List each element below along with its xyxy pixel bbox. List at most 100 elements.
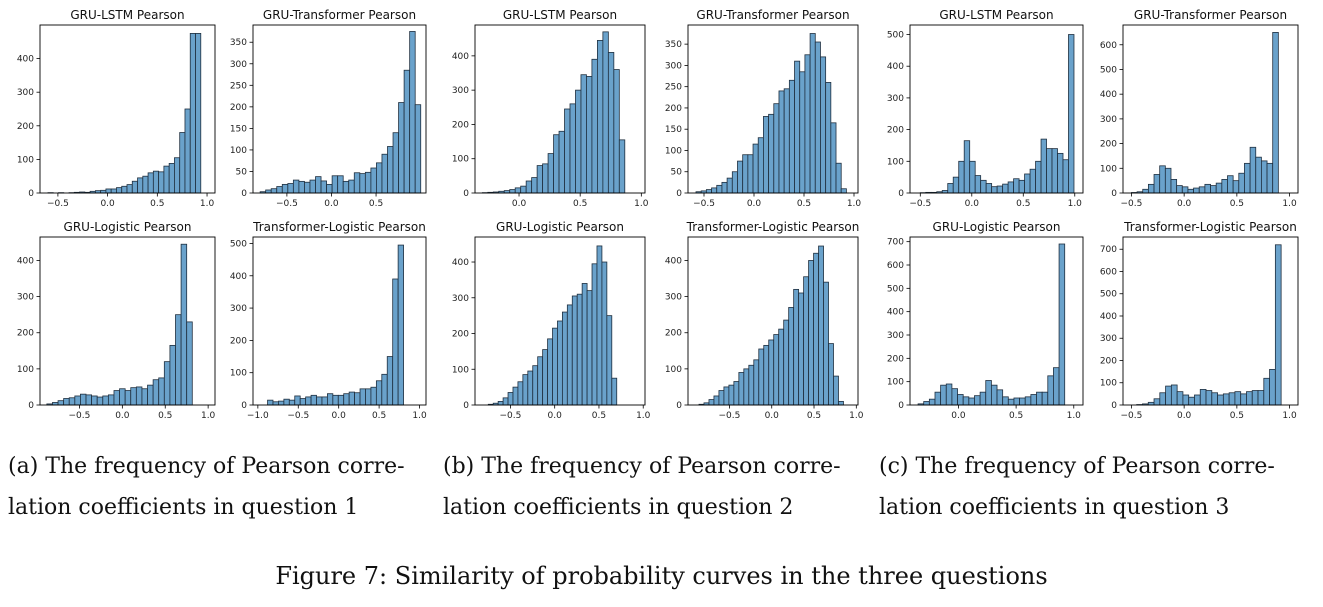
histogram-bar — [1266, 162, 1274, 194]
plot-frame — [252, 236, 427, 406]
y-tick-label: 400 — [1100, 312, 1117, 322]
panel-title: GRU-Transformer Pearson — [263, 8, 416, 22]
histogram-bar — [840, 188, 847, 194]
x-tick-label: −0.5 — [693, 199, 715, 209]
x-tick-label: 0.5 — [1230, 199, 1244, 209]
histogram-bar — [91, 395, 98, 406]
histogram-bar — [1013, 178, 1020, 194]
histogram-bar — [1227, 175, 1234, 194]
histogram-bar — [718, 390, 725, 406]
y-tick-label: 200 — [17, 329, 34, 339]
histogram-bar — [397, 244, 404, 406]
y-tick-label: 300 — [230, 60, 247, 70]
x-tick-label: 1.0 — [634, 199, 649, 209]
histogram-bar — [820, 56, 827, 194]
histogram-bar — [321, 396, 328, 406]
y-tick-label: 0 — [1111, 189, 1117, 199]
y-tick-label: 50 — [671, 168, 683, 178]
histogram-bar — [147, 172, 154, 194]
y-tick-label: 100 — [887, 157, 904, 167]
histogram-bar — [799, 71, 806, 194]
histogram-bar — [147, 384, 154, 406]
histogram-panel: GRU-LSTM Pearson 0.0 0.5 1.0 0 100 200 300 400 — [452, 8, 649, 209]
histogram-bar — [934, 391, 942, 406]
histogram-bar — [1002, 396, 1009, 406]
histogram-bar — [294, 395, 301, 406]
histogram-bar — [514, 187, 522, 194]
histogram-bar — [179, 132, 186, 194]
subcaption-b: (b) The frequency of Pearson corre- lati… — [443, 446, 841, 528]
histogram-bar — [507, 392, 514, 406]
histogram-panel: GRU-Logistic Pearson −0.5 0.0 0.5 1.0 0 100 200… — [452, 220, 651, 421]
histogram-bar — [267, 399, 274, 406]
histogram-bar — [272, 401, 279, 406]
histogram-bar — [980, 179, 987, 194]
panel-title: Transformer-Logistic Pearson — [252, 220, 426, 234]
histogram-bar — [152, 170, 160, 194]
histogram-bar — [1260, 160, 1268, 194]
histogram-bar — [974, 175, 982, 194]
y-tick-label: 250 — [230, 81, 247, 91]
y-tick-label: 300 — [17, 88, 34, 98]
y-tick-label: 300 — [230, 304, 247, 314]
histogram-bar — [1251, 390, 1259, 406]
x-tick-label: 0.0 — [115, 411, 130, 421]
histogram-bar — [292, 179, 300, 194]
x-tick-label: 0.0 — [332, 411, 347, 421]
plot-frame — [39, 24, 216, 194]
y-tick-label: 200 — [452, 120, 469, 130]
histogram-bar — [553, 134, 560, 194]
histogram-bar — [823, 281, 829, 406]
histogram-bar — [830, 122, 837, 194]
histogram-bar — [726, 177, 733, 194]
y-tick-label: 100 — [665, 365, 682, 375]
y-tick-label: 500 — [887, 31, 904, 41]
plot-frame — [474, 236, 646, 406]
histogram-bar — [803, 276, 809, 406]
histogram-bar — [1002, 183, 1009, 194]
y-tick-label: 300 — [665, 61, 682, 71]
histogram-bar — [1194, 394, 1201, 406]
x-tick-label: 0.0 — [951, 411, 966, 421]
histogram-bar — [304, 181, 311, 194]
histogram-bar — [532, 365, 539, 406]
histogram-bar — [375, 380, 383, 406]
histogram-bar — [833, 375, 839, 406]
histogram-bar — [163, 165, 170, 194]
histogram-bar — [158, 377, 165, 406]
histogram-bar — [1030, 394, 1037, 406]
histogram-bar — [283, 398, 290, 406]
histogram-bar — [985, 183, 993, 194]
histogram-bar — [353, 172, 361, 194]
histogram-panel: Transformer-Logistic Pearson −0.5 0.0 0.5 1.… — [665, 220, 864, 421]
y-tick-label: 0 — [1111, 401, 1117, 411]
histogram-bar — [748, 364, 755, 406]
y-tick-label: 200 — [230, 103, 247, 113]
histogram-bar — [1228, 392, 1236, 406]
histogram-bar — [135, 386, 143, 406]
histogram-bar — [743, 368, 750, 406]
histogram-bar — [963, 140, 971, 194]
histogram-bar — [814, 41, 821, 194]
histogram-bar — [348, 179, 355, 194]
y-tick-label: 700 — [1100, 245, 1117, 255]
histogram-bar — [586, 290, 593, 406]
histogram-bar — [835, 162, 842, 194]
histogram-bar — [547, 338, 553, 406]
histogram-bar — [809, 33, 816, 194]
y-tick-label: 0 — [28, 401, 34, 411]
y-tick-label: 200 — [887, 126, 904, 136]
histogram-bar — [80, 393, 87, 406]
histogram-bar — [525, 180, 533, 194]
plot-frame — [687, 24, 859, 194]
histogram-bar — [85, 394, 93, 406]
x-tick-label: 1.0 — [1068, 199, 1083, 209]
histogram-bar — [281, 183, 289, 194]
x-tick-label: −0.5 — [909, 199, 931, 209]
y-tick-label: 150 — [665, 125, 682, 135]
histogram-bar — [107, 394, 115, 406]
histogram-bar — [1205, 390, 1213, 406]
y-tick-label: 200 — [665, 104, 682, 114]
y-tick-label: 600 — [887, 261, 904, 271]
x-tick-label: 1.0 — [1282, 199, 1297, 209]
